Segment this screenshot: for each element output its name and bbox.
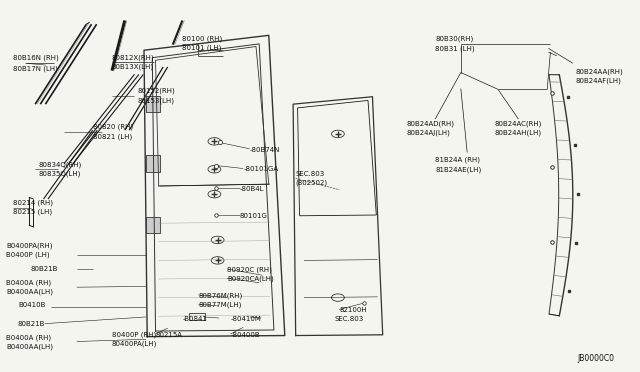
Text: 80B24AD(RH): 80B24AD(RH) (406, 120, 454, 127)
Text: B0400A (RH): B0400A (RH) (6, 334, 52, 341)
Text: 80B31 (LH): 80B31 (LH) (435, 45, 475, 52)
Text: 80400P (RH): 80400P (RH) (112, 331, 156, 338)
Text: 80101G: 80101G (240, 213, 268, 219)
Text: 80214 (RH): 80214 (RH) (13, 199, 52, 206)
Text: -B0841: -B0841 (182, 316, 207, 322)
Text: 81B24A (RH): 81B24A (RH) (435, 157, 480, 163)
Text: 82100H: 82100H (339, 307, 367, 312)
Text: B0400AA(LH): B0400AA(LH) (6, 289, 53, 295)
Text: 81B24AE(LH): 81B24AE(LH) (435, 166, 481, 173)
Text: 80153(LH): 80153(LH) (138, 97, 175, 104)
Text: (802502): (802502) (296, 180, 328, 186)
Text: B0400P (LH): B0400P (LH) (6, 251, 50, 258)
Text: 80B17N (LH): 80B17N (LH) (13, 65, 58, 72)
FancyBboxPatch shape (146, 96, 160, 112)
Text: 80B76M(RH): 80B76M(RH) (198, 292, 243, 299)
Text: 80215A: 80215A (156, 332, 182, 338)
FancyBboxPatch shape (146, 155, 160, 172)
Text: 80B24AC(RH): 80B24AC(RH) (495, 120, 542, 127)
Text: 80920C (RH): 80920C (RH) (227, 266, 272, 273)
Text: B0400PA(RH): B0400PA(RH) (6, 242, 53, 249)
Text: 80B16N (RH): 80B16N (RH) (13, 54, 58, 61)
Text: 80152(RH): 80152(RH) (138, 88, 175, 94)
Text: 80400PA(LH): 80400PA(LH) (112, 341, 157, 347)
Text: SEC.803: SEC.803 (296, 171, 325, 177)
Text: 80215 (LH): 80215 (LH) (13, 209, 52, 215)
Text: JB0000C0: JB0000C0 (577, 355, 614, 363)
Text: 80B24AF(LH): 80B24AF(LH) (576, 77, 622, 84)
Text: 80101 (LH): 80101 (LH) (182, 44, 222, 51)
Text: 80812X(RH): 80812X(RH) (112, 54, 155, 61)
Text: 80B77M(LH): 80B77M(LH) (198, 302, 242, 308)
Text: 80B24AJ(LH): 80B24AJ(LH) (406, 129, 451, 136)
Text: -80101GA: -80101GA (243, 166, 278, 172)
Text: 80821 (LH): 80821 (LH) (93, 133, 132, 140)
Bar (189, 313, 205, 320)
Text: 80B21B: 80B21B (18, 321, 45, 327)
Text: 80B30(RH): 80B30(RH) (435, 36, 474, 42)
Text: SEC.803: SEC.803 (335, 316, 364, 322)
Text: -80B74N: -80B74N (250, 147, 280, 153)
Text: 80820 (RH): 80820 (RH) (93, 124, 133, 131)
Text: 80835Q(LH): 80835Q(LH) (38, 170, 81, 177)
Text: B0410B: B0410B (18, 302, 45, 308)
Text: 80B24AH(LH): 80B24AH(LH) (495, 129, 542, 136)
Text: B0400AA(LH): B0400AA(LH) (6, 343, 53, 350)
Text: 80B24AA(RH): 80B24AA(RH) (576, 68, 624, 75)
Text: 80B21B: 80B21B (31, 266, 58, 272)
Text: 80834Q(RH): 80834Q(RH) (38, 161, 82, 168)
Text: 80100 (RH): 80100 (RH) (182, 36, 223, 42)
Text: 80B13X(LH): 80B13X(LH) (112, 64, 154, 70)
FancyBboxPatch shape (146, 217, 160, 233)
Text: B0920CA(LH): B0920CA(LH) (227, 276, 274, 282)
Text: -80400B: -80400B (230, 332, 260, 338)
Text: -80410M: -80410M (230, 316, 261, 322)
Text: B0400A (RH): B0400A (RH) (6, 279, 52, 286)
Text: -80B4L: -80B4L (240, 186, 264, 192)
